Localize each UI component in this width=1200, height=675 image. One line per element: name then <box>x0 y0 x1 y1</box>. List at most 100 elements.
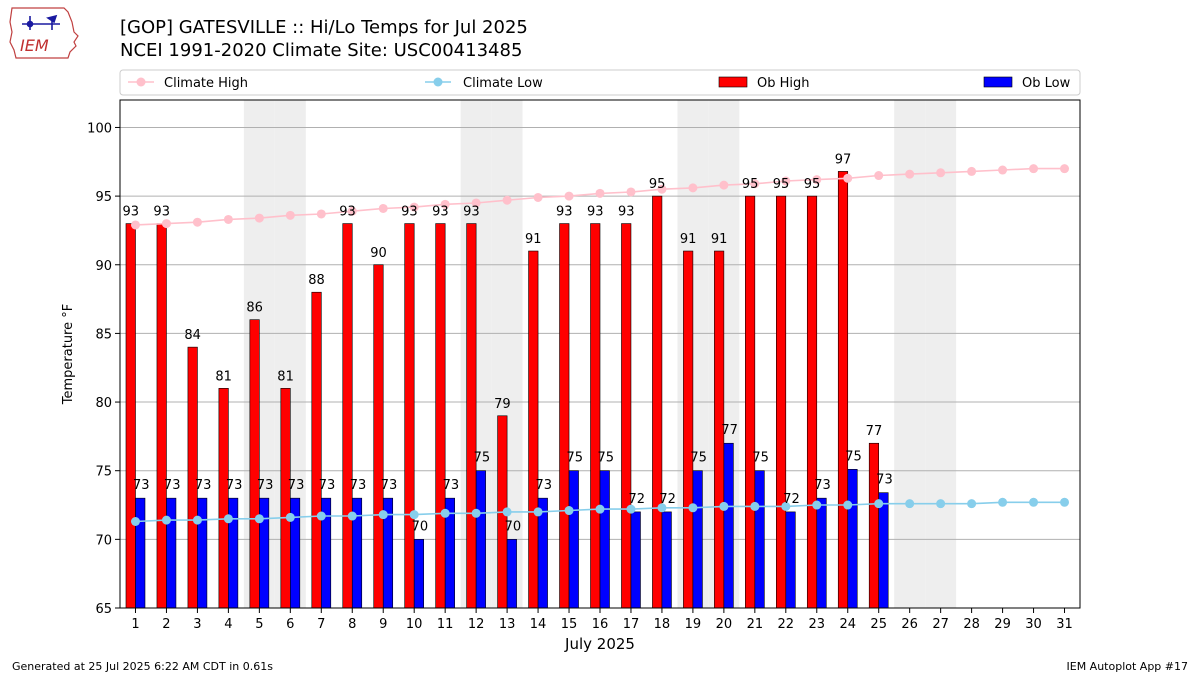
climate-low-point <box>688 503 698 513</box>
climate-high-point <box>967 166 977 176</box>
app-label: IEM Autoplot App #17 <box>1066 660 1189 673</box>
climate-high-point <box>750 179 760 189</box>
climate-high-point <box>378 203 388 213</box>
y-tick-label: 95 <box>95 190 112 205</box>
ob-high-label: 93 <box>556 205 573 220</box>
x-tick-label: 20 <box>716 617 733 632</box>
x-tick-label: 26 <box>901 617 918 632</box>
logo-text: IEM <box>20 36 49 55</box>
climate-low-point <box>936 499 946 509</box>
ob-high-bar <box>806 195 818 609</box>
climate-low-point <box>905 499 915 509</box>
y-tick-label: 85 <box>95 327 112 342</box>
x-tick-label: 24 <box>839 617 856 632</box>
legend-ob-high-label: Ob High <box>757 76 810 91</box>
climate-low-point <box>409 510 419 520</box>
x-tick-label: 25 <box>870 617 887 632</box>
ob-low-bar <box>197 497 208 609</box>
climate-high-point <box>161 219 171 229</box>
climate-low-point <box>316 511 326 521</box>
climate-low-point <box>192 515 202 525</box>
ob-low-bar <box>506 539 517 609</box>
x-tick-label: 14 <box>530 617 547 632</box>
legend-ob-high-swatch <box>718 76 748 88</box>
ob-high-bar <box>342 223 353 609</box>
ob-high-bar <box>590 223 601 609</box>
ob-high-bar <box>621 223 632 609</box>
ob-high-label: 91 <box>525 232 542 247</box>
y-axis-label: Temperature °F <box>61 304 76 405</box>
ob-low-label: 75 <box>752 451 769 466</box>
ob-low-bar <box>847 469 858 609</box>
x-tick-label: 18 <box>654 617 671 632</box>
climate-low-point <box>533 507 543 517</box>
climate-low-point <box>285 512 295 522</box>
ob-high-bar <box>218 388 229 609</box>
ob-high-bar <box>652 195 663 609</box>
ob-high-bar <box>125 223 136 609</box>
x-tick-label: 23 <box>809 617 826 632</box>
ob-low-label: 73 <box>443 478 460 493</box>
ob-low-bar <box>785 511 796 609</box>
ob-high-bar <box>156 223 167 609</box>
ob-low-label: 73 <box>133 478 150 493</box>
ob-high-label: 81 <box>277 369 294 384</box>
ob-high-label: 97 <box>835 152 852 167</box>
ob-high-bar <box>868 442 880 609</box>
ob-low-label: 72 <box>628 492 645 507</box>
iem-logo: IEM <box>9 7 79 59</box>
climate-low-point <box>223 514 233 524</box>
ob-high-bar <box>249 319 260 609</box>
ob-high-label: 95 <box>649 177 666 192</box>
ob-high-label: 91 <box>680 232 697 247</box>
ob-high-label: 91 <box>711 232 728 247</box>
ob-low-label: 73 <box>381 478 398 493</box>
x-tick-label: 8 <box>348 617 356 632</box>
ob-high-bar <box>528 250 539 609</box>
climate-low-point <box>719 501 729 511</box>
x-tick-label: 1 <box>131 617 139 632</box>
x-tick-label: 17 <box>623 617 640 632</box>
climate-high-point <box>688 183 698 193</box>
weekend-band <box>894 100 926 608</box>
ob-low-bar <box>723 442 734 609</box>
ob-high-label: 95 <box>773 177 790 192</box>
ob-high-bar <box>311 291 322 609</box>
ob-high-bar <box>373 264 384 609</box>
climate-low-point <box>657 503 667 513</box>
ob-low-label: 73 <box>164 478 181 493</box>
ob-low-bar <box>166 497 177 609</box>
climate-high-point <box>347 206 357 216</box>
climate-low-point <box>378 510 388 520</box>
ob-high-label: 93 <box>463 205 480 220</box>
legend-box <box>119 69 1081 96</box>
ob-high-label: 84 <box>184 328 201 343</box>
ob-high-label: 77 <box>866 424 883 439</box>
ob-high-label: 93 <box>587 205 604 220</box>
climate-low-point <box>812 500 822 510</box>
ob-low-bar <box>630 511 641 609</box>
ob-low-bar <box>475 470 486 609</box>
legend-climate-high-marker <box>136 77 146 87</box>
x-tick-label: 9 <box>379 617 387 632</box>
x-tick-label: 13 <box>499 617 516 632</box>
ob-low-label: 73 <box>195 478 212 493</box>
climate-high-point <box>936 168 946 178</box>
climate-low-point <box>781 501 791 511</box>
climate-high-point <box>905 169 915 179</box>
x-tick-label: 16 <box>592 617 609 632</box>
climate-high-point <box>719 180 729 190</box>
x-tick-label: 27 <box>932 617 949 632</box>
ob-high-label: 95 <box>742 177 759 192</box>
ob-high-label: 81 <box>215 369 232 384</box>
climate-low-point <box>254 514 264 524</box>
climate-high-point <box>192 217 202 227</box>
x-tick-label: 15 <box>561 617 578 632</box>
ob-low-bar <box>413 539 424 609</box>
climate-high-point <box>223 214 233 224</box>
x-tick-label: 22 <box>778 617 795 632</box>
y-tick-label: 70 <box>95 533 112 548</box>
ob-low-label: 72 <box>783 492 800 507</box>
climate-high-point <box>1060 164 1070 174</box>
